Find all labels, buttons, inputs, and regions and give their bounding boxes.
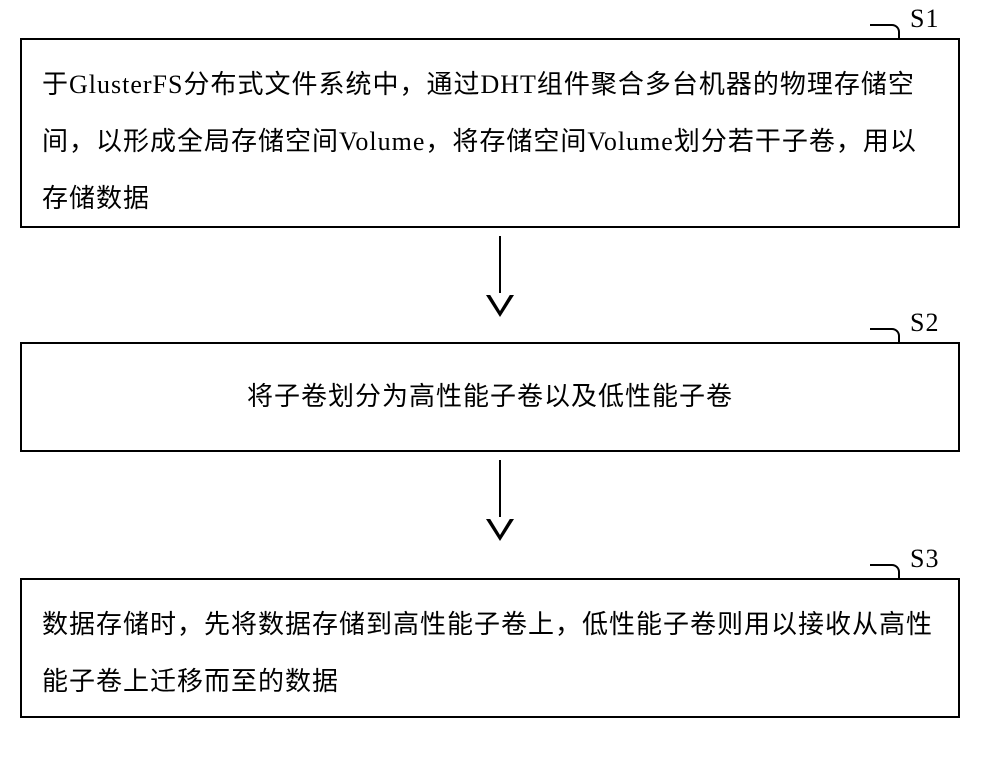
step-text-s3: 数据存储时，先将数据存储到高性能子卷上，低性能子卷则用以接收从高性能子卷上迁移而…: [42, 610, 933, 696]
arrow-head: [486, 295, 514, 317]
arrow-shaft: [499, 460, 501, 520]
arrow-s2-s3: [486, 460, 514, 541]
step-box-s2: 将子卷划分为高性能子卷以及低性能子卷: [20, 342, 960, 452]
arrow-head-inner: [489, 517, 511, 535]
step-label-s1: S1: [910, 4, 939, 34]
step-box-s3: 数据存储时，先将数据存储到高性能子卷上，低性能子卷则用以接收从高性能子卷上迁移而…: [20, 578, 960, 718]
step-tick-s3: [870, 564, 900, 578]
step-tick-s2: [870, 328, 900, 342]
step-box-s1: 于GlusterFS分布式文件系统中，通过DHT组件聚合多台机器的物理存储空间，…: [20, 38, 960, 228]
arrow-head: [486, 519, 514, 541]
step-text-s2: 将子卷划分为高性能子卷以及低性能子卷: [247, 368, 733, 425]
arrow-s1-s2: [486, 236, 514, 317]
step-text-s1: 于GlusterFS分布式文件系统中，通过DHT组件聚合多台机器的物理存储空间，…: [42, 70, 917, 213]
arrow-shaft: [499, 236, 501, 296]
step-label-s3: S3: [910, 544, 939, 574]
step-tick-s1: [870, 24, 900, 38]
step-label-s2: S2: [910, 308, 939, 338]
arrow-head-inner: [489, 293, 511, 311]
